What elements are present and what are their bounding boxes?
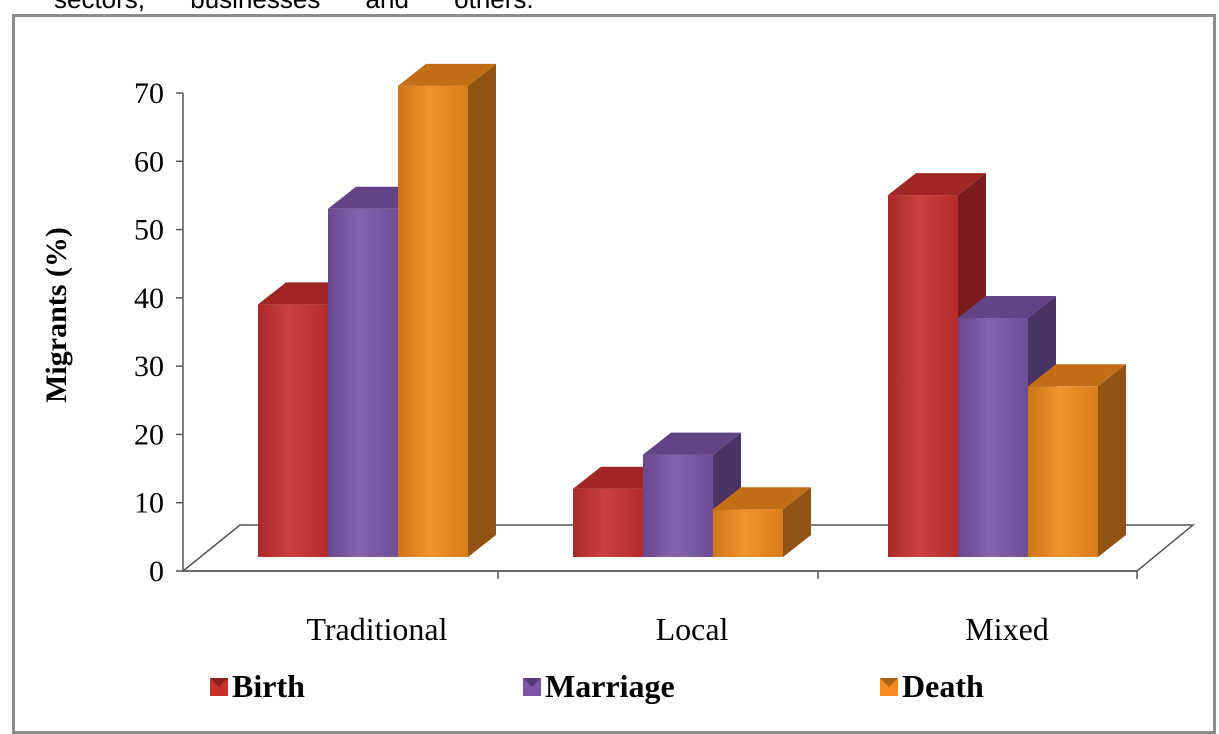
bar-front — [398, 85, 468, 557]
chart-bars — [258, 63, 1126, 558]
bar-front — [643, 454, 713, 557]
legend-item-marriage: Marriage — [523, 668, 675, 704]
chart-legend: Birth Marriage Death — [210, 668, 984, 704]
chart-labels: 0 10 20 30 40 50 60 70 Traditional Local Mixed Migr… — [40, 77, 1049, 647]
y-tick-label: 60 — [134, 145, 164, 178]
bar-death-mixed — [1028, 364, 1126, 557]
bar-death-traditional — [398, 63, 496, 557]
y-tick-label: 20 — [134, 418, 164, 451]
bar-top — [888, 173, 986, 196]
legend-swatch-shade — [523, 678, 541, 687]
legend-item-death: Death — [880, 668, 984, 704]
bar-chart: 0 10 20 30 40 50 60 70 Traditional Local Mixed Migr… — [40, 63, 1196, 704]
category-label-traditional: Traditional — [306, 611, 447, 647]
y-tick-label: 40 — [134, 282, 164, 315]
legend-swatch-shade — [880, 678, 898, 687]
bar-front — [713, 509, 783, 557]
bar-top — [398, 63, 496, 86]
bar-top — [643, 432, 741, 455]
bar-front — [258, 304, 328, 557]
category-label-mixed: Mixed — [965, 611, 1049, 647]
y-tick-label: 70 — [134, 77, 164, 110]
bar-side — [468, 63, 496, 557]
y-tick-label: 30 — [134, 350, 164, 383]
bar-front — [573, 488, 643, 557]
bar-top — [1028, 364, 1126, 387]
bar-front — [888, 195, 958, 558]
bar-marriage-local — [643, 432, 741, 557]
legend-swatch-shade — [210, 678, 228, 687]
bar-front — [958, 318, 1028, 557]
bar-side — [783, 487, 811, 557]
category-label-local: Local — [656, 611, 729, 647]
bar-front — [1028, 386, 1098, 557]
header-text: sectors, businesses and others. — [54, 0, 534, 15]
legend-label: Birth — [232, 668, 305, 704]
y-axis-title: Migrants (%) — [40, 227, 73, 403]
bar-top — [958, 296, 1056, 318]
legend-item-birth: Birth — [210, 668, 305, 704]
y-tick-label: 50 — [134, 214, 164, 247]
bar-top — [713, 487, 811, 510]
y-tick-label: 10 — [134, 487, 164, 520]
bar-side — [1098, 364, 1126, 557]
legend-label: Marriage — [545, 668, 675, 704]
bar-front — [328, 208, 398, 557]
chart-axes — [176, 92, 1138, 579]
legend-label: Death — [902, 668, 984, 704]
y-tick-label: 0 — [149, 555, 164, 588]
bar-death-local — [713, 487, 811, 557]
